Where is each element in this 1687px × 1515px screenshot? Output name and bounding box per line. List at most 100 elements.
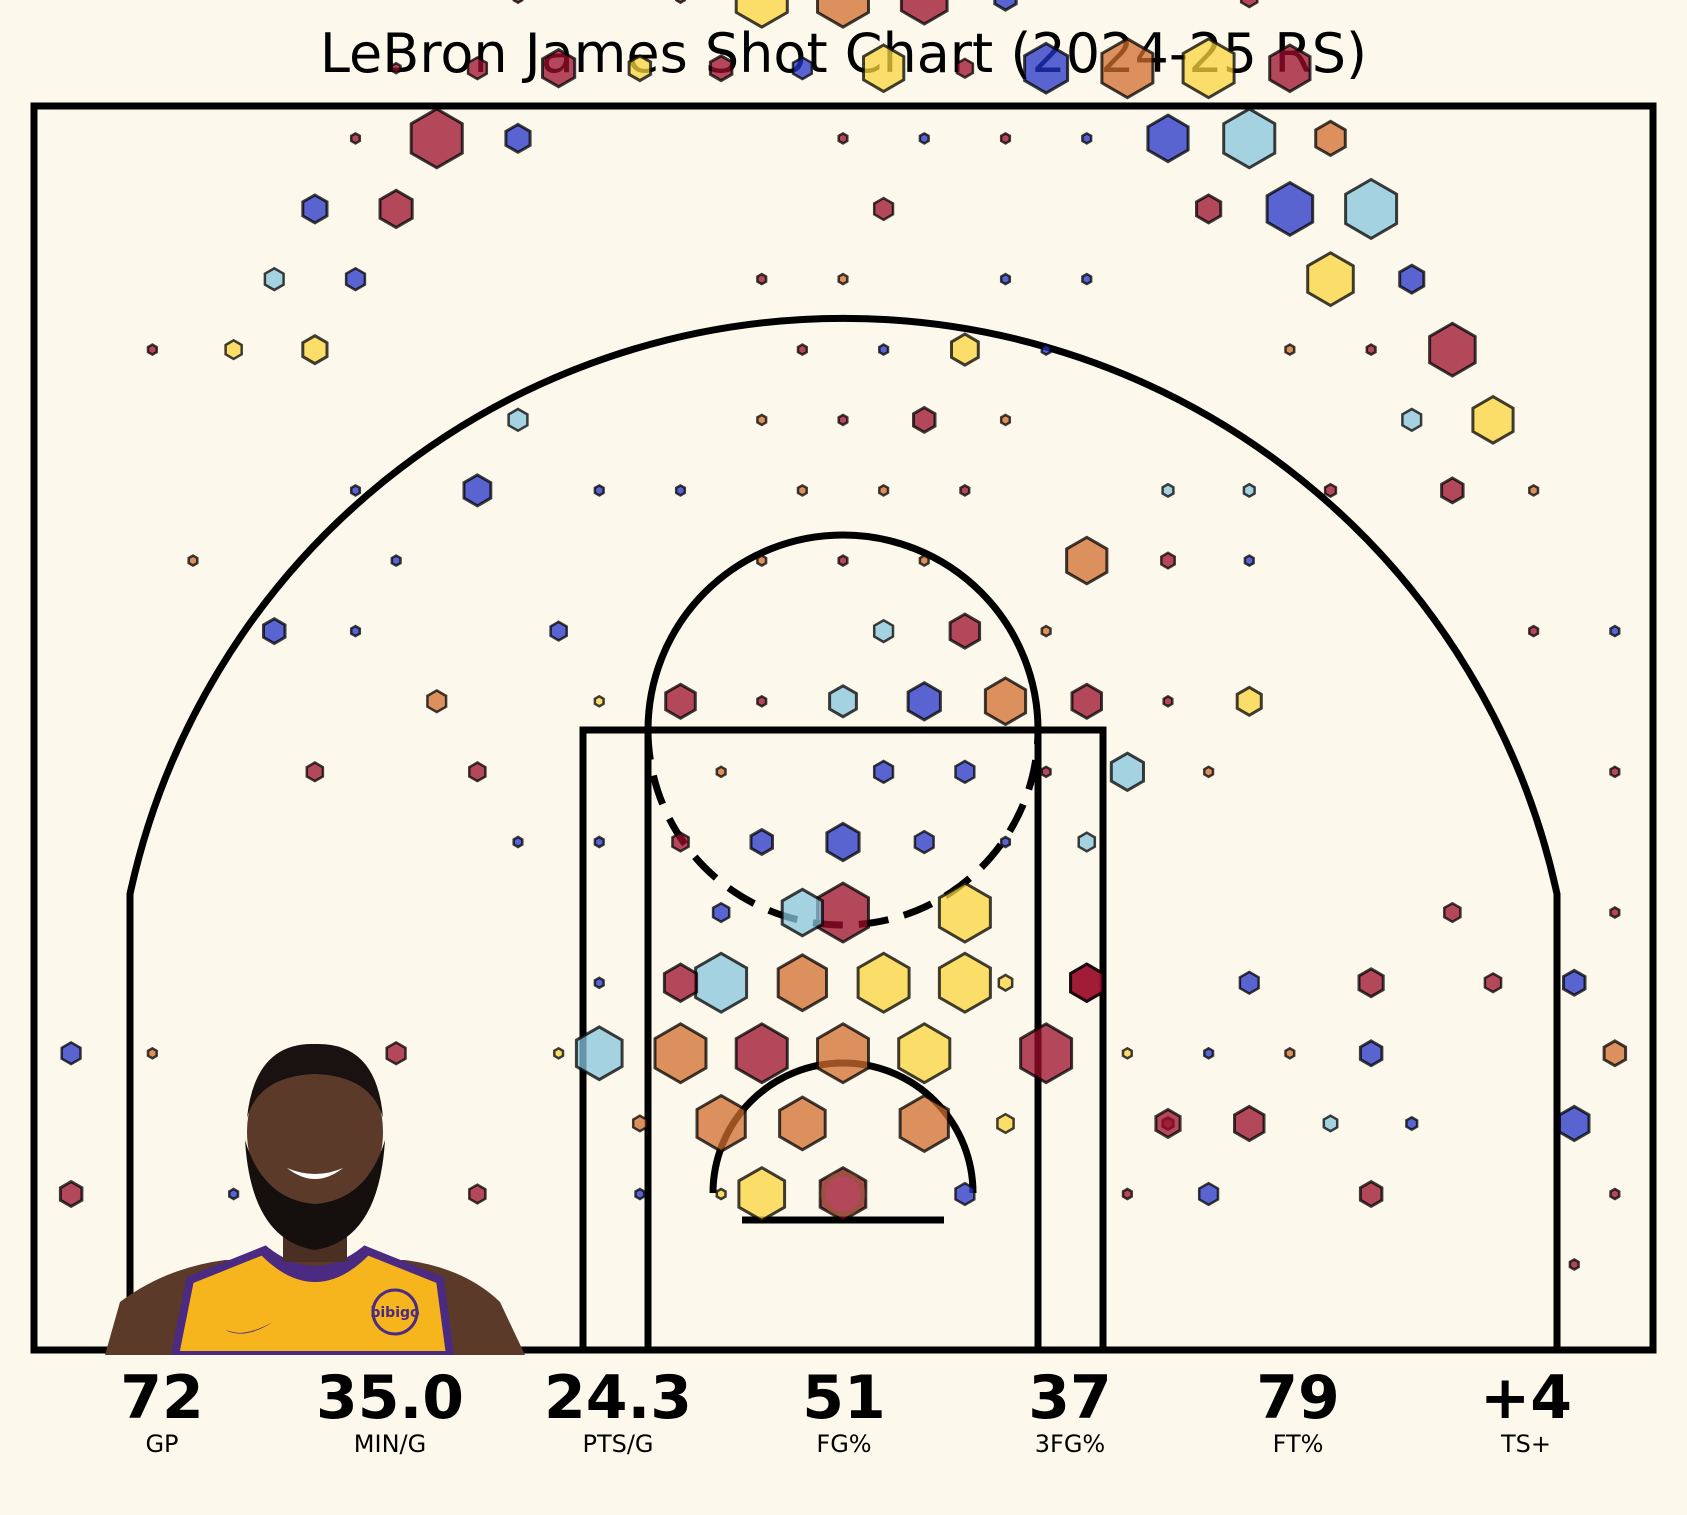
stat-3fg-value: 37 [1028, 1363, 1112, 1433]
jersey-sponsor-text: bibigo [370, 1305, 420, 1321]
shot-hexbin [796, 343, 808, 357]
shot-hexbin [918, 554, 930, 568]
shot-hexbin [816, 881, 870, 944]
shot-hexbin [549, 620, 568, 642]
shot-hexbin [146, 1046, 158, 1060]
player-hair [247, 1043, 383, 1118]
shot-hexbin [1314, 119, 1347, 158]
stat-gp: 72 GP [52, 1368, 272, 1458]
shot-hexbin [999, 131, 1012, 145]
shot-hexbin [468, 1183, 487, 1205]
shot-hexbin [627, 54, 653, 83]
shot-hexbin [1562, 968, 1587, 997]
shot-hexbin [1609, 906, 1621, 919]
shot-hexbin [1233, 1104, 1266, 1143]
shot-hexbin [1471, 394, 1515, 445]
shot-hexbin [737, 1165, 787, 1223]
stat-ts: +4 TS+ [1416, 1368, 1636, 1458]
shot-hexbin [541, 47, 577, 89]
shot-hexbin [872, 759, 895, 785]
shot-hexbin [1239, 0, 1259, 9]
shot-hexbin [1568, 1258, 1580, 1271]
shot-hexbin [899, 0, 949, 26]
shot-hexbin [1443, 901, 1462, 924]
shot-hexbin [816, 0, 870, 29]
shot-hexbin [825, 821, 861, 863]
shot-hexbin [1358, 1179, 1384, 1209]
stat-fg: 51 FG% [734, 1368, 954, 1458]
shot-hexbin [262, 616, 287, 646]
stat-ts-label: TS+ [1500, 1430, 1551, 1458]
shot-hexbin [837, 272, 849, 286]
shot-hexbin [1040, 765, 1052, 779]
shot-hexbin [955, 57, 975, 79]
shot-hexbin [1243, 554, 1255, 568]
shot-hexbin [993, 0, 1018, 12]
shot-hexbin [512, 835, 524, 849]
shot-hexbin [390, 61, 402, 75]
stat-3fg-label: 3FG% [1034, 1430, 1106, 1458]
shot-hexbin [1306, 251, 1355, 308]
stat-ft: 79 FT% [1188, 1368, 1408, 1458]
shot-hexbin [468, 761, 487, 783]
shot-hexbin [349, 131, 362, 145]
stat-min: 35.0 MIN/G [280, 1368, 500, 1458]
shot-hexbin [574, 1025, 624, 1082]
shot-hexbin [378, 188, 414, 230]
shot-hexbin [426, 688, 448, 714]
shot-hexbin [1070, 682, 1103, 721]
shot-hexbin [305, 761, 325, 783]
shot-hexbin [349, 483, 362, 497]
shot-hexbin [1154, 1107, 1182, 1140]
stat-fg-label: FG% [816, 1430, 872, 1458]
shot-hexbin [999, 835, 1012, 849]
shot-hexbin [1121, 1187, 1133, 1201]
shot-hexbin [1109, 751, 1145, 793]
shot-hexbin [1398, 263, 1426, 295]
stat-fg-value: 51 [802, 1363, 886, 1433]
stat-3fg: 37 3FG% [960, 1368, 1180, 1458]
shot-hexbin [983, 676, 1028, 727]
shot-hexbin [344, 266, 367, 292]
stat-min-label: MIN/G [353, 1430, 427, 1458]
shot-hexbin [60, 1040, 82, 1066]
shot-hexbin [749, 827, 774, 857]
shot-hexbin [512, 0, 524, 5]
player-beard [245, 1140, 385, 1250]
shot-hexbin [1602, 1039, 1628, 1068]
shot-hexbin [708, 54, 734, 83]
shot-hexbin [1065, 535, 1109, 586]
shot-hexbin [409, 107, 464, 170]
shot-hexbin [466, 55, 489, 81]
jersey-sponsor-logo [371, 1288, 419, 1336]
shot-hexbin [1069, 962, 1105, 1004]
shot-hexbin [674, 0, 687, 5]
shot-hexbin [776, 953, 828, 1013]
stat-pts-label: PTS/G [582, 1430, 654, 1458]
shot-hexbin [653, 1022, 708, 1085]
shot-hexbin [937, 881, 992, 944]
shot-hexbin [996, 1112, 1015, 1135]
shot-hexbin [634, 1187, 646, 1201]
shot-hexbin [756, 272, 768, 286]
shot-hexbin [553, 1046, 565, 1060]
shot-hexbin [816, 1022, 870, 1085]
shot-hexbin [715, 1187, 727, 1201]
shot-hexbin [837, 131, 849, 145]
shot-hexbin [228, 1187, 240, 1201]
shot-hexbin [1440, 476, 1465, 505]
shot-hexbin [1323, 482, 1338, 499]
stat-ft-value: 79 [1256, 1363, 1340, 1433]
shot-hexbin [1162, 694, 1174, 708]
shot-hexbin [390, 554, 402, 568]
shot-hexbin [593, 694, 605, 708]
shot-hexbin [1146, 113, 1190, 164]
shot-hexbin [1609, 765, 1621, 779]
shot-hexbin [1428, 321, 1477, 378]
shot-hexbin [796, 483, 808, 497]
shot-hexbin [872, 196, 895, 222]
shot-hexbin [1235, 685, 1263, 718]
shot-hexbin [1081, 272, 1093, 286]
shot-hexbin [778, 1095, 827, 1152]
